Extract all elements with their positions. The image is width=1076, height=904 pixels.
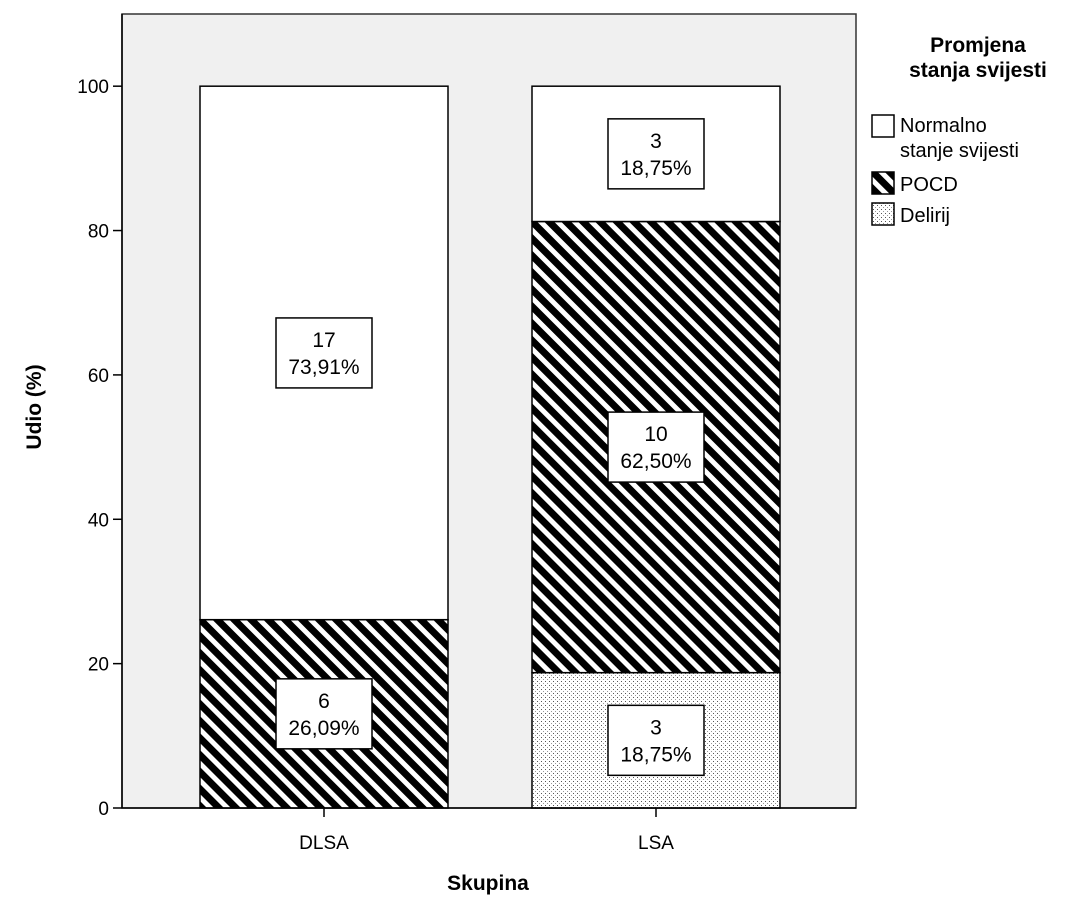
legend-title-line-1: Promjena [930, 34, 1026, 57]
y-axis-title: Udio (%) [23, 364, 46, 449]
legend-title-line-2: stanja svijesti [909, 59, 1047, 82]
legend-label: POCD [900, 174, 958, 196]
legend-label: Delirij [900, 205, 950, 227]
y-tick-label: 40 [88, 510, 109, 531]
data-label-count: 3 [650, 130, 662, 153]
data-label-box [275, 678, 373, 750]
data-label-box [607, 411, 705, 483]
legend-swatch-diagonal-hatch [871, 171, 895, 195]
axes-group: 0 20 40 60 80 100 DLSA LSA [77, 14, 856, 854]
data-label-percent: 26,09% [288, 717, 359, 740]
bar-labels-group: 6 26,09% 17 73,91% 3 18,75% 10 62,50% 3 18,75% [275, 118, 705, 777]
y-tick-label: 60 [88, 366, 109, 387]
legend-label: Normalno [900, 115, 987, 137]
data-label-percent: 18,75% [620, 157, 691, 180]
data-label-count: 6 [318, 690, 330, 713]
y-tick-label: 80 [88, 222, 109, 243]
data-label-box [607, 118, 705, 190]
data-label-percent: 73,91% [288, 356, 359, 379]
legend: Promjena stanja svijesti Normalno stanje … [871, 34, 1047, 227]
x-tick-label: DLSA [299, 833, 349, 854]
data-label-count: 17 [312, 329, 335, 352]
data-label-count: 10 [644, 423, 667, 446]
legend-swatch-dots [871, 202, 895, 226]
x-axis-title: Skupina [447, 872, 529, 895]
data-label-box [607, 704, 705, 777]
y-tick-label: 100 [77, 77, 109, 98]
data-label-percent: 62,50% [620, 450, 691, 473]
data-label-count: 3 [650, 716, 662, 739]
y-tick-label: 0 [98, 799, 109, 820]
legend-swatch-solid-white [871, 114, 895, 138]
data-label-box [275, 317, 373, 389]
x-tick-label: LSA [638, 833, 674, 854]
y-tick-label: 20 [88, 655, 109, 676]
data-label-percent: 18,75% [620, 743, 691, 766]
legend-label: stanje svijesti [900, 140, 1019, 162]
